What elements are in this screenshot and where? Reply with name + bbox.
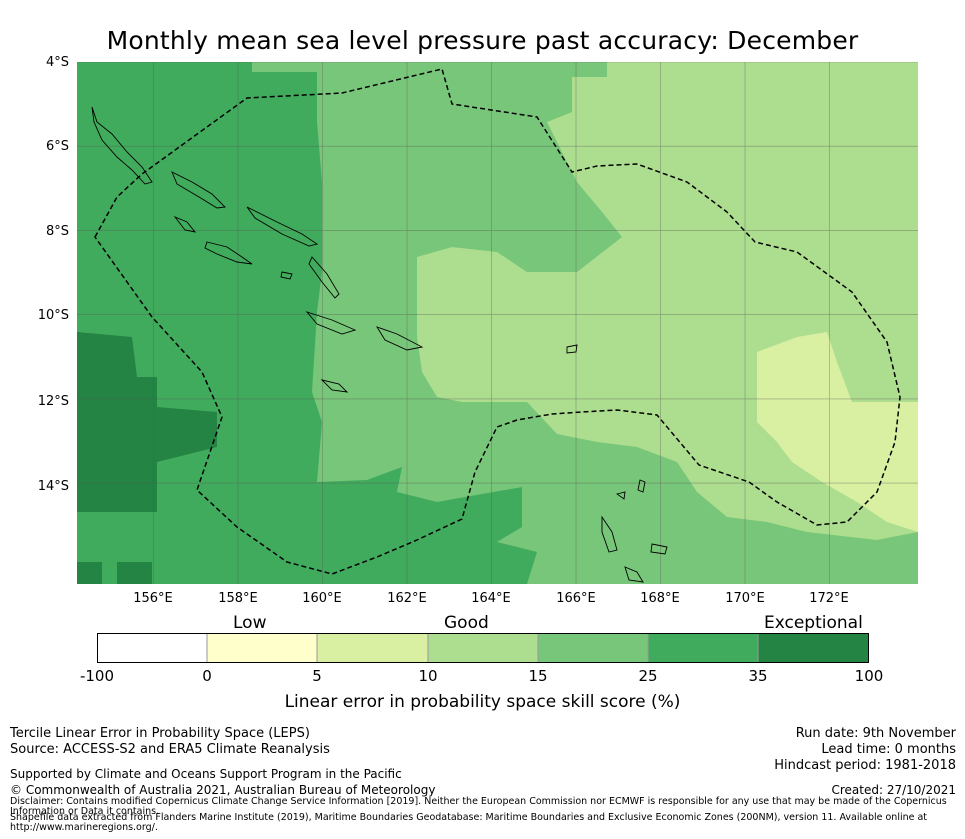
colorbar-tick: 5 [312,667,322,685]
colorbar-bin-10-15 [428,633,538,663]
lon-label-168e: 168°E [640,591,680,606]
colorbar-category-low: Low [233,613,267,633]
colorbar [97,633,869,663]
colorbar-tick: -100 [79,667,115,685]
created-date: Created: 27/10/2021 [831,783,956,797]
vanuatu-islet [615,491,626,500]
colorbar-bin-0-5 [207,633,317,663]
colorbar-tick: 25 [638,667,658,685]
map-canvas [77,62,918,584]
colorbar-bin-15-25 [538,633,648,663]
colorbar-bin-25-35 [648,633,758,663]
solomon-eez-boundary [94,68,901,575]
map-title: Monthly mean sea level pressure past acc… [106,26,859,55]
makira-island [305,311,357,335]
region-south-exceptional-2 [117,562,152,584]
malaita-island [308,256,340,299]
colorbar-category-good: Good [444,613,489,633]
small-island-2 [320,379,349,393]
support-text: Supported by Climate and Oceans Support … [10,767,402,781]
region-east-low [757,332,918,532]
lon-label-164e: 164°E [471,591,511,606]
disclaimer-text: Disclaimer: Contains modified Copernicus… [10,796,947,817]
run-date: Run date: 9th November [795,726,956,741]
santa-cruz-island [375,326,424,351]
lon-label-160e: 160°E [302,591,342,606]
santa-isabel-island [246,206,319,247]
new-georgia-island [173,215,197,233]
data-source: Source: ACCESS-S2 and ERA5 Climate Reana… [10,742,330,757]
skill-map [77,62,918,584]
footer-right-block: Run date: 9th November Lead time: 0 mont… [774,726,956,774]
lat-label-4s: 4°S [45,55,69,70]
guadalcanal-island [204,241,253,265]
hindcast-period: Hindcast period: 1981-2018 [774,758,956,773]
colorbar-tick: 10 [418,667,438,685]
colorbar-label: Linear error in probability space skill … [284,692,681,712]
graticule [77,62,918,584]
colorbar-bin-5-10 [317,633,428,663]
lat-label-12s: 12°S [37,394,69,409]
region-southwest-exceptional [77,332,217,512]
lead-time: Lead time: 0 months [821,742,956,757]
shapefile-credit: Shapefile data extracted from Flanders M… [10,812,928,833]
efate-island [624,566,644,583]
small-island-1 [566,344,578,354]
espiritu-santo-island [601,515,618,553]
lon-label-170e: 170°E [725,591,765,606]
eez-boundaries [94,68,901,575]
lat-label-8s: 8°S [45,224,69,239]
colorbar-category-exceptional: Exceptional [764,613,863,633]
land-outlines [91,106,668,583]
lat-label-10s: 10°S [37,308,69,323]
lon-label-158e: 158°E [218,591,258,606]
leps-description: Tercile Linear Error in Probability Spac… [10,726,310,741]
lon-label-172e: 172°E [809,591,849,606]
malakula-island [650,543,668,555]
colorbar-bin-neg100-0 [97,633,207,663]
lon-label-162e: 162°E [387,591,427,606]
lat-label-14s: 14°S [37,479,69,494]
region-south-exceptional [77,562,102,584]
colorbar-tick: 0 [202,667,212,685]
lon-label-166e: 166°E [556,591,596,606]
colorbar-tick: 15 [528,667,548,685]
footer-left-block: Tercile Linear Error in Probability Spac… [10,726,330,758]
colorbar-bin-35-100 [758,633,869,663]
lat-label-6s: 6°S [45,139,69,154]
vanuatu-north-island [637,479,646,493]
choiseul-island [171,171,226,209]
rennell-island [280,271,293,280]
lon-label-156e: 156°E [133,591,173,606]
colorbar-tick: 100 [854,667,884,685]
colorbar-tick: 35 [748,667,768,685]
bougainville-island [91,106,153,185]
copyright-text: © Commonwealth of Australia 2021, Austra… [10,783,436,797]
